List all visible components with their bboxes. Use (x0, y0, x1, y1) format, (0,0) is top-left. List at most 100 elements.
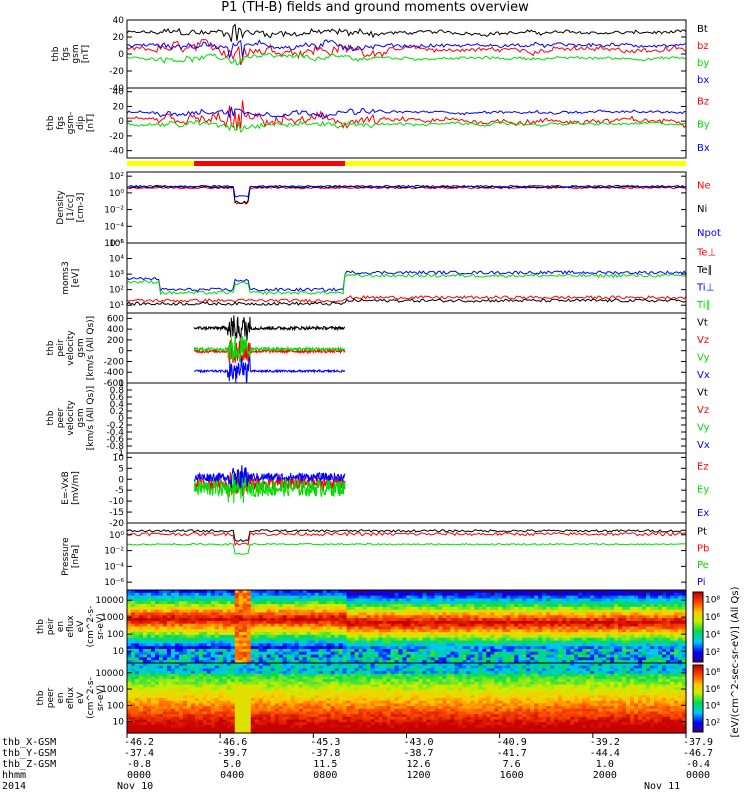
spectrogram-cell (178, 681, 184, 686)
spectrogram-cell (478, 643, 483, 647)
spectrogram-cell (474, 629, 479, 633)
spectrogram-cell (127, 711, 132, 715)
spectrogram-cell (270, 609, 276, 614)
spectrogram-cell (250, 654, 256, 658)
spectrogram-cell (418, 623, 424, 628)
spectrogram-cell (174, 730, 180, 734)
spectrogram-cell (238, 722, 244, 726)
spectrogram-cell (238, 640, 244, 644)
spectrogram-cell (142, 676, 148, 680)
spectrogram-cell (218, 598, 224, 602)
spectrogram-cell (474, 646, 479, 650)
spectrogram-cell (366, 634, 372, 639)
spectrogram-cell (298, 620, 304, 625)
spectrogram-cell (410, 612, 416, 616)
spectrogram-cell (426, 590, 432, 594)
spectrogram-cell (190, 724, 196, 729)
spectrogram-cell (486, 657, 491, 661)
spectrogram-cell (338, 590, 344, 594)
spectrogram-cell (166, 601, 172, 605)
spectrogram-cell (234, 679, 240, 683)
spectrogram-cell (506, 590, 511, 594)
spectrogram-cell (646, 606, 651, 611)
spectrogram-cell (134, 606, 140, 611)
spectrogram-cell (614, 640, 619, 644)
y-label-line: moms3 (61, 261, 71, 294)
spectrogram-cell (254, 692, 260, 696)
spectrogram-cell (310, 612, 316, 616)
y-tick-label: 10 (113, 647, 125, 657)
spectrogram-cell (146, 629, 152, 633)
spectrogram-cell (322, 646, 328, 650)
spectrogram-cell (666, 654, 671, 658)
spectrogram-cell (546, 606, 551, 611)
spectrogram-cell (246, 698, 252, 702)
spectrogram-cell (566, 654, 571, 658)
spectrogram-cell (458, 601, 463, 605)
spectrogram-cell (282, 692, 288, 696)
spectrogram-cell (190, 730, 196, 734)
spectrogram-cell (206, 684, 212, 688)
spectrogram-cell (446, 598, 452, 602)
spectrogram-cell (138, 620, 144, 625)
y-label-line: sr-eV) (96, 613, 106, 639)
spectrogram-cell (542, 646, 547, 650)
spectrogram-cell (278, 698, 284, 702)
spectrogram-cell (134, 687, 140, 691)
spectrogram-cell (154, 604, 160, 608)
spectrogram-cell (350, 620, 356, 625)
spectrogram-cell (574, 643, 579, 647)
spectrogram-cell (334, 657, 340, 661)
spectrogram-cell (250, 706, 256, 710)
spectrogram-cell (414, 626, 420, 630)
y-tick-label: 1000 (101, 613, 124, 623)
spectrogram-cell (378, 612, 384, 616)
spectrogram-cell (418, 648, 424, 653)
spectrogram-cell (674, 592, 679, 597)
spectrogram-cell (386, 651, 392, 656)
spectrogram-cell (150, 632, 156, 636)
spectrogram-cell (214, 626, 220, 630)
spectrogram-cell (290, 646, 296, 650)
spectrogram-cell (578, 637, 583, 642)
spectrogram-cell (338, 618, 344, 622)
spectrogram-cell (626, 637, 631, 642)
spectrogram-cell (218, 629, 224, 633)
spectrogram-cell (182, 714, 188, 718)
spectrogram-cell (534, 595, 539, 600)
spectrogram-cell (326, 657, 332, 661)
y-tick-label: 600 (107, 314, 124, 324)
spectrogram-cell (202, 692, 208, 696)
spectrogram-cell (258, 663, 264, 667)
spectrogram-cell (134, 711, 140, 715)
spectrogram-cell (474, 604, 479, 608)
spectrogram-cell (142, 623, 148, 628)
spectrogram-cell (642, 615, 647, 619)
spectrogram-cell (442, 609, 448, 614)
spectrogram-cell (378, 609, 384, 614)
spectrogram-cell (250, 618, 256, 622)
spectrogram-cell (606, 604, 611, 608)
spectrogram-cell (254, 727, 260, 731)
spectrogram-cell (618, 626, 623, 630)
spectrogram-cell (166, 615, 172, 619)
spectrogram-cell (566, 618, 571, 622)
spectrogram-cell (178, 637, 184, 642)
spectrogram-cell (458, 640, 463, 644)
spectrogram-cell (222, 714, 228, 718)
spectrogram-cell (242, 700, 248, 704)
spectrogram-cell (490, 651, 495, 656)
spectrogram-cell (542, 623, 547, 628)
spectrogram-cell (250, 620, 256, 625)
spectrogram-cell (166, 620, 172, 625)
spectrogram-cell (158, 590, 164, 594)
spectrogram-cell (242, 660, 248, 664)
spectrogram-cell (127, 689, 132, 694)
spectrogram-cell (158, 711, 164, 715)
spectrogram-cell (214, 651, 220, 656)
spectrogram-cell (274, 660, 280, 664)
spectrogram-cell (462, 604, 467, 608)
spectrogram-cell (478, 612, 483, 616)
spectrogram-cell (130, 620, 136, 625)
spectrogram-cell (386, 634, 392, 639)
